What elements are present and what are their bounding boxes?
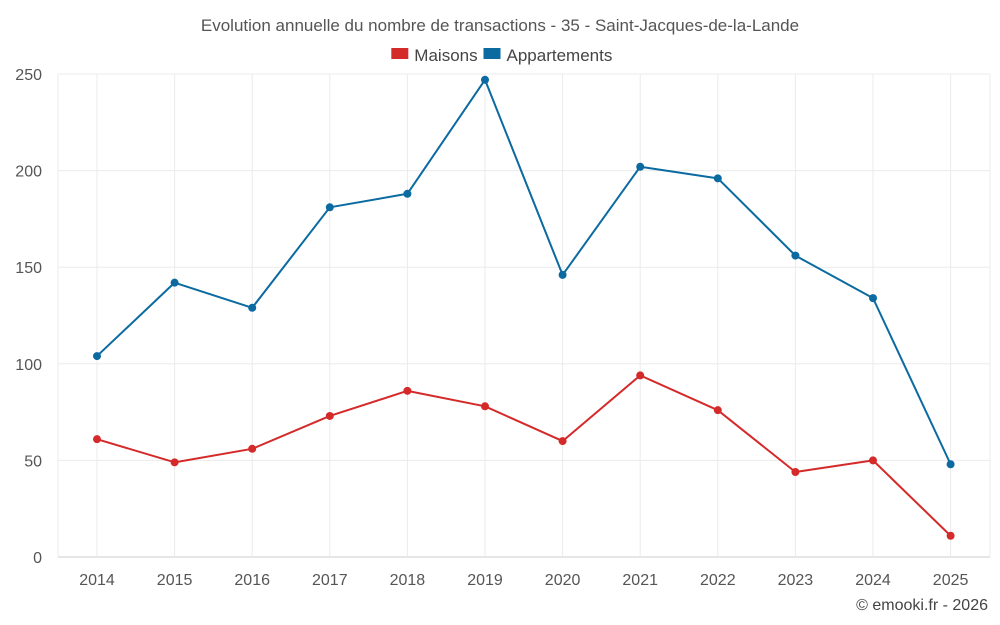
data-point-maisons-2018: [403, 386, 412, 395]
data-point-appartements-2019: [481, 75, 489, 84]
legend-label-maisons: Maisons: [414, 46, 477, 65]
data-point-maisons-2020: [558, 437, 567, 446]
y-tick-label-100: 100: [15, 357, 42, 374]
data-point-maisons-2021: [636, 371, 645, 380]
chart-title: Evolution annuelle du nombre de transact…: [201, 16, 799, 35]
x-tick-label-2020: 2020: [545, 572, 581, 589]
x-tick-label-2023: 2023: [778, 572, 814, 589]
legend: Maisons Appartements: [391, 46, 612, 65]
data-point-appartements-2022: [713, 174, 722, 183]
data-point-maisons-2016: [248, 444, 257, 453]
x-tick-label-2018: 2018: [390, 572, 426, 589]
data-point-appartements-2014: [93, 352, 101, 361]
y-tick-label-150: 150: [15, 260, 42, 277]
data-point-maisons-2025: [946, 531, 955, 540]
data-point-appartements-2024: [869, 294, 877, 303]
data-point-appartements-2020: [558, 270, 567, 279]
legend-swatch-appartements: [483, 48, 501, 59]
data-point-maisons-2014: [93, 435, 101, 444]
y-axis: 0 50 100 150 200 250: [15, 67, 42, 567]
data-point-maisons-2019: [481, 402, 489, 411]
data-point-maisons-2024: [869, 456, 877, 465]
x-tick-label-2019: 2019: [467, 572, 503, 589]
legend-label-appartements: Appartements: [507, 46, 613, 65]
data-point-maisons-2023: [791, 467, 800, 476]
data-point-appartements-2021: [636, 162, 645, 171]
data-point-appartements-2018: [403, 189, 412, 198]
x-tick-label-2014: 2014: [79, 572, 115, 589]
y-tick-label-250: 250: [15, 67, 42, 84]
x-tick-label-2025: 2025: [933, 572, 969, 589]
data-point-appartements-2015: [170, 278, 179, 287]
x-tick-label-2015: 2015: [157, 572, 193, 589]
data-point-appartements-2016: [248, 303, 257, 312]
series-group: [93, 75, 955, 540]
data-point-maisons-2015: [170, 458, 179, 467]
grid: [57, 73, 991, 558]
data-point-maisons-2017: [325, 411, 334, 420]
series-line-appartements: [96, 78, 952, 465]
data-point-appartements-2017: [325, 203, 334, 212]
x-axis: 2014 2015 2016 2017 2018 2019 2020 2021 2022 2023…: [79, 572, 968, 589]
y-tick-label-200: 200: [15, 164, 42, 181]
x-tick-label-2021: 2021: [622, 572, 658, 589]
series-line-maisons: [96, 374, 952, 537]
x-tick-label-2022: 2022: [700, 572, 736, 589]
x-tick-label-2016: 2016: [234, 572, 270, 589]
legend-swatch-maisons: [391, 48, 409, 59]
x-tick-label-2024: 2024: [855, 572, 891, 589]
data-point-maisons-2022: [713, 406, 722, 415]
data-point-appartements-2025: [946, 460, 955, 469]
y-tick-label-0: 0: [33, 550, 42, 567]
y-tick-label-50: 50: [24, 453, 42, 470]
data-point-appartements-2023: [791, 251, 800, 260]
x-tick-label-2017: 2017: [312, 572, 348, 589]
credit-text: © emooki.fr - 2026: [856, 597, 988, 614]
